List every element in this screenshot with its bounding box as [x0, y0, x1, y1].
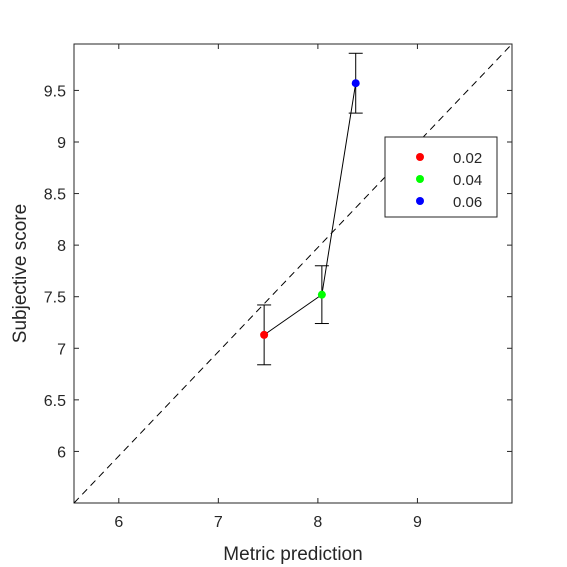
data-point-0-06: [351, 79, 360, 88]
legend-marker: [416, 197, 424, 205]
y-tick-label: 8.5: [44, 187, 66, 204]
data-point-0-02: [260, 330, 269, 339]
legend-label: 0.06: [453, 194, 482, 211]
x-tick-label: 6: [114, 514, 123, 531]
y-tick-label: 8: [57, 238, 66, 255]
reference-diagonal-line: [73, 43, 513, 504]
x-tick-label: 7: [214, 514, 223, 531]
data-series: [257, 52, 363, 366]
data-point-0-04: [317, 290, 326, 299]
y-tick-label: 6.5: [44, 393, 66, 410]
legend-box: [384, 136, 498, 218]
y-axis-label: Subjective score: [10, 204, 31, 343]
x-axis-label: Metric prediction: [223, 544, 362, 565]
axis-ticks: [74, 44, 512, 503]
plot-area: 6 7 8 9 6 6.5 7 7.5 8 8.5 9 9.5: [44, 43, 513, 531]
legend-label: 0.04: [453, 172, 482, 189]
legend-marker: [416, 175, 424, 183]
x-tick-label: 8: [313, 514, 322, 531]
y-tick-label: 9: [57, 135, 66, 152]
y-tick-label: 9.5: [44, 83, 66, 100]
legend: 0.02 0.04 0.06: [384, 136, 498, 218]
y-tick-label: 7.5: [44, 290, 66, 307]
legend-marker: [416, 153, 424, 161]
legend-label: 0.02: [453, 150, 482, 167]
y-tick-label: 6: [57, 444, 66, 461]
axis-tick-labels: 6 7 8 9 6 6.5 7 7.5 8 8.5 9 9.5: [44, 83, 422, 531]
x-tick-label: 9: [413, 514, 422, 531]
y-tick-label: 7: [57, 341, 66, 358]
